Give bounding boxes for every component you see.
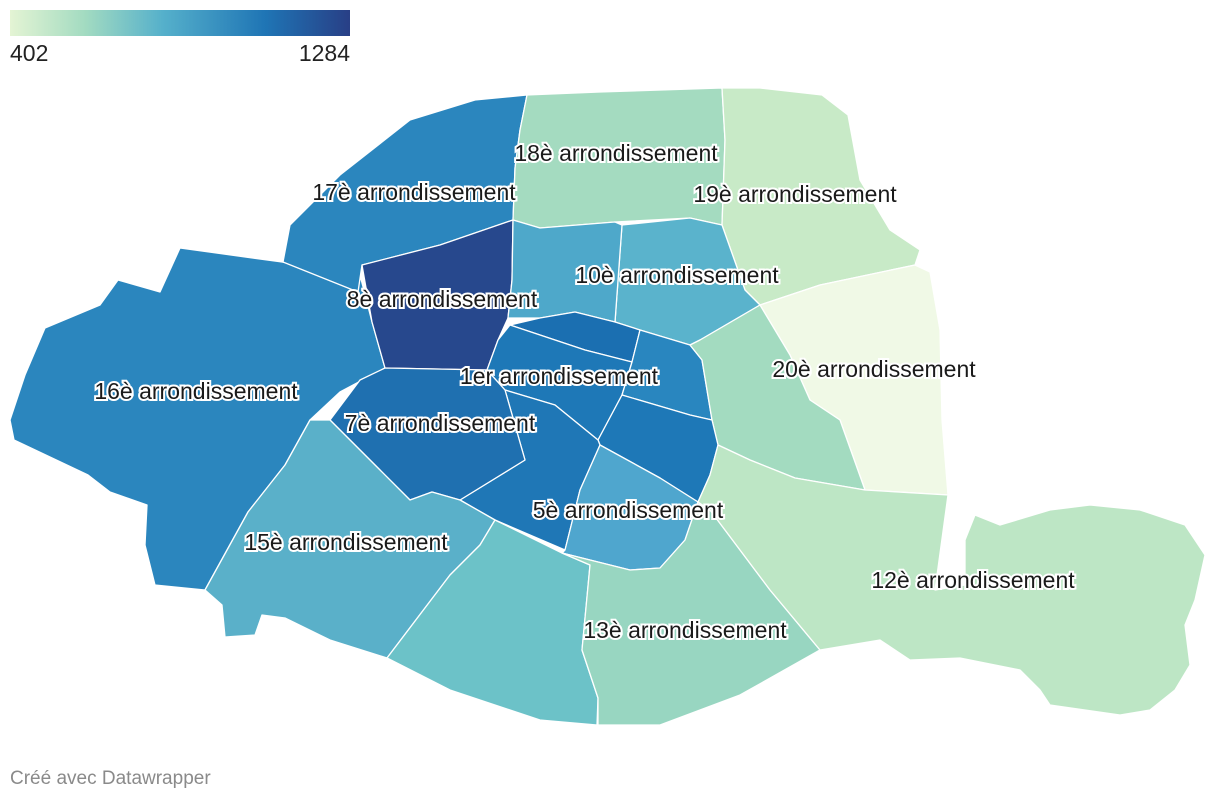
legend-gradient-bar — [10, 10, 350, 36]
district-d13[interactable] — [561, 501, 821, 726]
district-label-d18: 18è arrondissement — [514, 140, 718, 166]
district-label-d15: 15è arrondissement — [244, 529, 448, 555]
district-label-d1: 1er arrondissement — [460, 363, 659, 389]
district-label-d5: 5è arrondissement — [533, 497, 724, 523]
district-label-d19: 19è arrondissement — [693, 181, 897, 207]
district-d18[interactable] — [512, 87, 726, 229]
legend-max-label: 1284 — [298, 40, 350, 66]
district-label-d8: 8è arrondissement — [347, 286, 538, 312]
district-label-d10: 10è arrondissement — [575, 262, 779, 288]
credit-text: Créé avec Datawrapper — [10, 768, 211, 789]
district-d15[interactable] — [204, 419, 496, 659]
district-label-d13: 13è arrondissement — [583, 617, 787, 643]
district-label-d20: 20è arrondissement — [772, 356, 976, 382]
district-label-d16: 16è arrondissement — [94, 378, 298, 404]
district-label-d17: 17è arrondissement — [312, 179, 516, 205]
district-label-d12: 12è arrondissement — [871, 567, 1075, 593]
district-d12[interactable] — [697, 444, 1206, 716]
district-label-d7: 7è arrondissement — [345, 410, 536, 436]
color-legend: 402 1284 — [10, 10, 350, 66]
district-d8[interactable] — [361, 219, 514, 371]
legend-min-label: 402 — [10, 40, 49, 66]
